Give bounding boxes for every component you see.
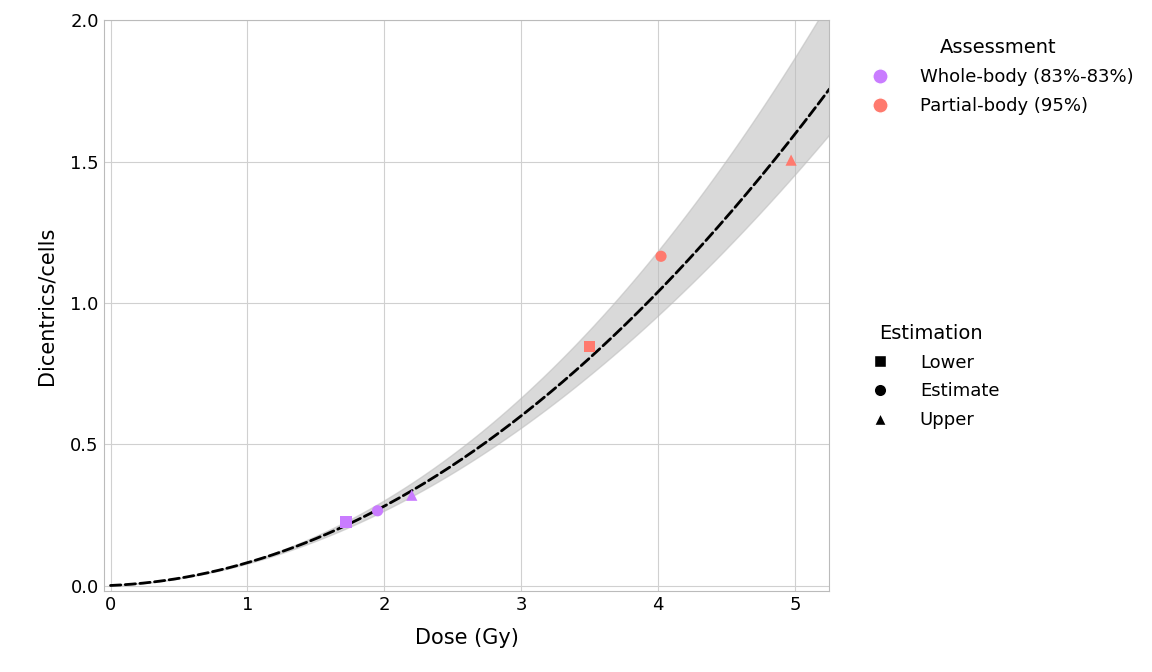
Point: [782, 155, 801, 165]
Y-axis label: Dicentrics/cells: Dicentrics/cells: [37, 226, 56, 385]
Point: [402, 490, 420, 501]
Point: [581, 341, 599, 352]
Point: [336, 517, 355, 528]
X-axis label: Dose (Gy): Dose (Gy): [415, 628, 518, 648]
Legend: Lower, Estimate, Upper: Lower, Estimate, Upper: [852, 314, 1008, 438]
Point: [369, 505, 387, 516]
Point: [652, 251, 670, 261]
